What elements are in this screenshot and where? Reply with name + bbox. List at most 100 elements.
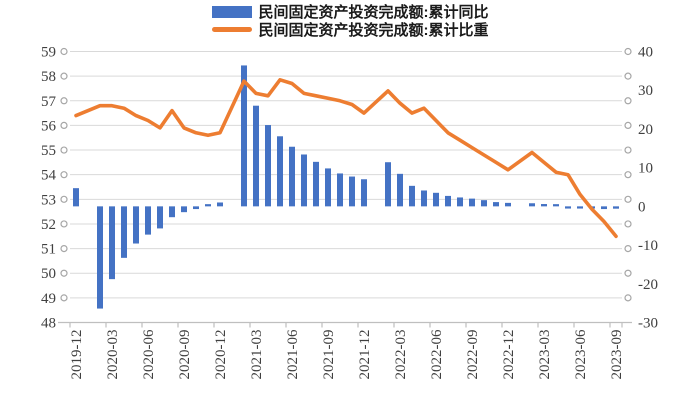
- x-axis-label: 2020-12: [213, 330, 229, 380]
- x-axis-label: 2021-09: [321, 330, 337, 380]
- bar: [397, 173, 403, 207]
- left-axis-tick-circle: [60, 294, 68, 302]
- bar: [505, 202, 511, 207]
- y-axis-label-left: 54: [41, 168, 57, 184]
- right-axis-tick-circle: [624, 195, 632, 203]
- y-axis-label-left: 53: [41, 192, 56, 208]
- left-axis-tick-circle: [60, 220, 68, 228]
- y-axis-label-right: -20: [638, 277, 658, 293]
- x-axis-label: 2023-09: [609, 330, 625, 380]
- x-axis-label: 2023-06: [573, 329, 589, 379]
- bar: [421, 190, 427, 207]
- legend-bar-swatch: [211, 5, 252, 18]
- bar: [445, 195, 451, 207]
- legend-label-share: 民间固定资产投资完成额:累计比重: [258, 22, 489, 39]
- bar: [577, 206, 583, 209]
- bar: [349, 176, 355, 207]
- legend-item-share-line: 民间固定资产投资完成额:累计比重: [211, 21, 489, 39]
- right-axis-tick-circle: [624, 294, 632, 302]
- bar: [109, 206, 115, 280]
- bar: [169, 206, 175, 218]
- x-axis-label: 2023-03: [537, 330, 553, 380]
- bar: [277, 136, 283, 207]
- y-axis-label-right: 20: [638, 122, 653, 138]
- bar: [181, 206, 187, 213]
- y-axis-label-right: -10: [638, 238, 658, 254]
- bar: [613, 206, 619, 209]
- bar: [313, 161, 319, 207]
- x-axis-label: 2020-09: [177, 330, 193, 380]
- y-axis-label-right: 10: [638, 161, 653, 177]
- y-axis-label-right: 0: [638, 199, 646, 215]
- left-axis-tick-circle: [60, 47, 68, 56]
- right-axis-tick-circle: [624, 121, 632, 130]
- bar: [73, 188, 79, 207]
- x-axis-label: 2020-06: [141, 329, 157, 379]
- x-axis-label: 2021-03: [249, 330, 265, 380]
- left-axis-tick-circle: [60, 97, 68, 105]
- x-axis-label: 2022-12: [501, 330, 517, 380]
- right-axis-tick-circle: [624, 97, 632, 105]
- x-axis-label: 2021-12: [357, 330, 373, 380]
- right-axis-tick-circle: [624, 47, 632, 56]
- bar: [205, 204, 211, 207]
- legend: 民间固定资产投资完成额:累计同比 民间固定资产投资完成额:累计比重: [0, 3, 700, 39]
- left-axis-tick-circle: [60, 269, 68, 277]
- bar: [493, 202, 499, 207]
- bar: [133, 206, 139, 244]
- y-axis-label-left: 52: [41, 217, 56, 233]
- y-axis-label-left: 55: [41, 143, 56, 159]
- bar: [241, 65, 247, 207]
- y-axis-label-left: 56: [41, 118, 57, 134]
- y-axis-label-right: -30: [638, 316, 658, 332]
- y-axis-label-right: 40: [638, 45, 653, 61]
- left-axis-tick-circle: [60, 195, 68, 203]
- bar: [361, 179, 367, 207]
- bar: [469, 198, 475, 207]
- bar: [553, 204, 559, 207]
- right-axis-tick-circle: [624, 171, 632, 179]
- x-axis-label: 2020-03: [105, 330, 121, 380]
- left-axis-tick-circle: [60, 146, 68, 154]
- left-axis-tick-circle: [60, 72, 68, 80]
- x-axis-label: 2022-09: [465, 330, 481, 380]
- y-axis-label-right: 30: [638, 83, 653, 99]
- bar: [217, 202, 223, 207]
- left-axis-tick-circle: [60, 244, 68, 253]
- x-axis-label: 2019-12: [69, 330, 85, 380]
- right-axis-tick-circle: [624, 72, 632, 80]
- legend-label-yoy: 民间固定资产投资完成额:累计同比: [258, 4, 489, 21]
- bar: [253, 105, 259, 207]
- right-axis-tick-circle: [624, 269, 632, 277]
- bar: [193, 206, 199, 210]
- bar: [481, 200, 487, 207]
- bar: [337, 173, 343, 207]
- y-axis-label-left: 57: [41, 94, 57, 110]
- y-axis-label-left: 51: [41, 242, 56, 258]
- bar: [145, 206, 151, 235]
- left-axis-tick-circle: [60, 171, 68, 179]
- y-axis-label-left: 58: [41, 69, 56, 85]
- bar: [409, 185, 415, 207]
- bar: [385, 162, 391, 207]
- bar: [325, 168, 331, 207]
- bar: [121, 206, 127, 258]
- y-axis-label-left: 48: [41, 316, 56, 332]
- bar: [97, 206, 103, 309]
- x-axis-label: 2022-03: [393, 330, 409, 380]
- bar: [601, 206, 607, 210]
- bar: [289, 146, 295, 207]
- x-axis-label: 2021-06: [285, 329, 301, 379]
- bar: [301, 154, 307, 207]
- right-axis-tick-circle: [624, 244, 632, 253]
- y-axis-label-left: 49: [41, 291, 56, 307]
- legend-line-swatch: [211, 27, 252, 32]
- right-axis-tick-circle: [624, 146, 632, 154]
- legend-item-yoy-bars: 民间固定资产投资完成额:累计同比: [211, 3, 489, 21]
- trend-line: [74, 78, 618, 239]
- bar: [265, 125, 271, 207]
- y-axis-label-left: 50: [41, 266, 56, 282]
- bar: [529, 203, 535, 207]
